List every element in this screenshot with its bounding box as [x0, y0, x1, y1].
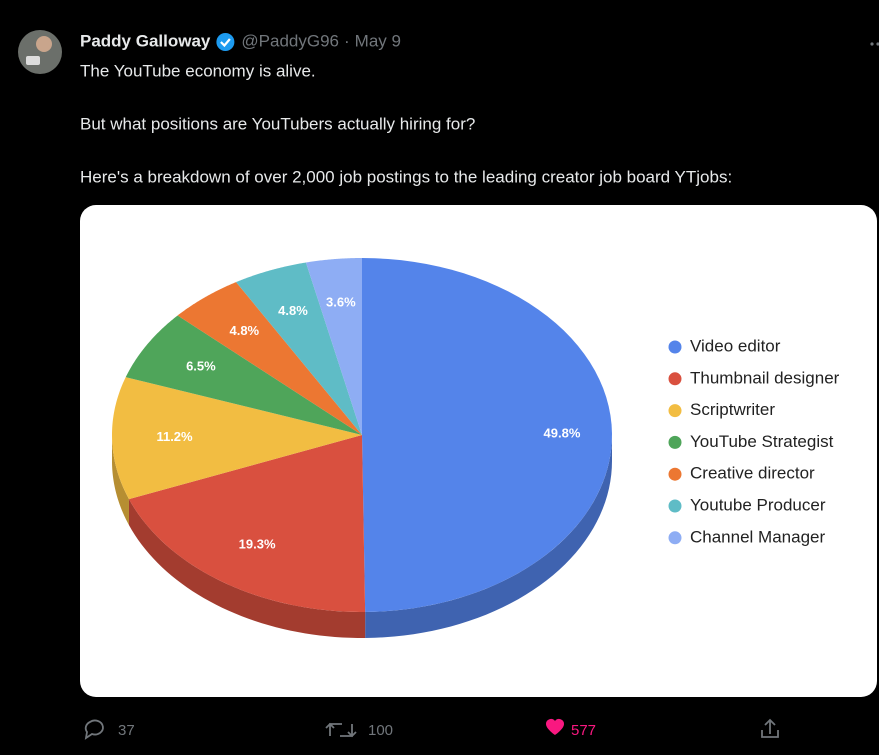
data-label: 19.3%: [239, 536, 276, 551]
data-label: 49.8%: [544, 426, 581, 441]
pie-slice: [112, 377, 362, 500]
avatar-face: [36, 36, 52, 52]
pie-slice: [128, 435, 366, 612]
more-icon[interactable]: [870, 42, 879, 46]
pie-slice: [236, 262, 362, 435]
legend-swatch: [668, 340, 682, 354]
retweet-count: 100: [368, 722, 393, 739]
tweet-text: The YouTube economy is alive.: [80, 61, 316, 80]
legend-swatch: [668, 435, 682, 449]
legend-label: YouTube Strategist: [690, 432, 834, 451]
data-label: 4.8%: [229, 323, 259, 338]
pie-chart: 49.8% 19.3% 11.2% 6.5% 4.8% 4.8% 3.6%: [112, 258, 612, 638]
date[interactable]: May 9: [355, 31, 401, 50]
legend-label: Scriptwriter: [690, 400, 775, 419]
tweet-text: But what positions are YouTubers actuall…: [80, 114, 475, 133]
data-label: 11.2%: [156, 429, 193, 444]
like-icon[interactable]: [546, 718, 564, 735]
pie-side: [128, 499, 366, 638]
pie-slice: [125, 315, 363, 435]
legend-swatch: [668, 404, 682, 418]
handle[interactable]: @PaddyG96: [241, 31, 339, 50]
badge-circle: [216, 33, 235, 51]
data-label: 4.8%: [278, 303, 308, 318]
dot: [870, 42, 874, 46]
legend-label: Thumbnail designer: [690, 368, 840, 387]
pie-slice: [305, 258, 362, 435]
legend-label: Creative director: [690, 464, 815, 483]
retweet-icon[interactable]: [325, 722, 357, 738]
pie-side: [365, 435, 612, 638]
badge-check: [220, 38, 231, 48]
share-icon[interactable]: [761, 718, 779, 738]
dot: [876, 42, 879, 46]
legend-swatch: [668, 372, 682, 386]
pie-side: [112, 435, 129, 526]
legend-label: Video editor: [690, 336, 781, 355]
author-name[interactable]: Paddy Galloway: [80, 31, 211, 50]
reply-count: 37: [118, 722, 135, 739]
legend-swatch: [668, 499, 682, 513]
separator: ·: [344, 31, 350, 50]
reply-icon[interactable]: [84, 719, 104, 740]
like-count: 577: [571, 722, 596, 739]
pie-slice: [362, 258, 612, 612]
pie-slice: [177, 282, 362, 435]
verified-badge: [216, 33, 235, 51]
legend-label: Youtube Producer: [690, 495, 826, 514]
data-label: 6.5%: [186, 359, 216, 374]
legend-label: Channel Manager: [690, 527, 825, 546]
legend-swatch: [668, 467, 682, 481]
avatar-object: [26, 56, 40, 65]
legend: Video editor Thumbnail designer Scriptwrit…: [668, 336, 840, 546]
data-label: 3.6%: [326, 295, 356, 310]
legend-swatch: [668, 531, 682, 545]
avatar[interactable]: [18, 30, 62, 74]
tweet-text: Here's a breakdown of over 2,000 job pos…: [80, 167, 732, 186]
